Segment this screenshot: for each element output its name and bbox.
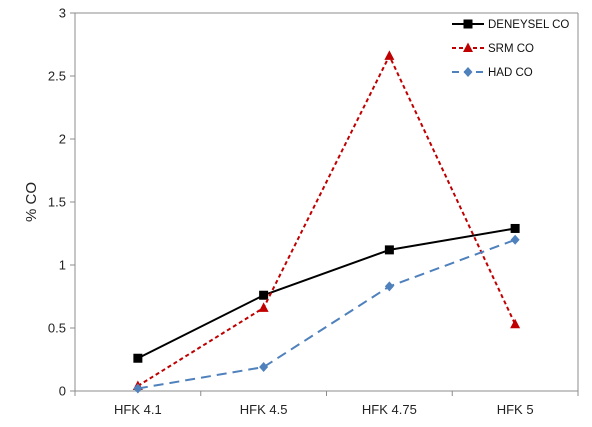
data-point [384,50,395,60]
legend-label: DENEYSEL CO [488,19,569,31]
data-point [258,302,269,312]
legend-marker [463,19,473,29]
data-point [510,223,520,233]
data-point [510,318,521,329]
x-tick-label: HFK 4.5 [240,402,288,417]
legend-label: SRM CO [488,43,534,55]
x-tick-label: HFK 5 [497,402,534,417]
legend-marker [463,67,473,77]
legend: DENEYSEL CO SRM CO HAD CO [452,19,569,79]
x-tick-label: HFK 4.1 [114,402,162,417]
series-line [137,238,516,390]
data-point [133,383,143,394]
data-point [259,362,269,373]
series-line [137,227,516,360]
series [132,50,521,394]
y-tick-label: 1 [59,258,66,273]
ticks: 0 0.5 1 1.5 2 2.5 3 HFK 4.1 HFK 4.5 HFK 4.75 HFK 5 [48,6,579,417]
legend-item: DENEYSEL CO [452,19,569,31]
y-tick-label: 1.5 [48,195,66,210]
legend-label: HAD CO [488,67,533,79]
data-point [259,290,269,300]
y-tick-label: 0 [59,384,66,399]
y-tick-label: 0.5 [48,321,66,336]
data-point [384,281,394,292]
series-3 [133,234,520,394]
data-point [384,245,394,255]
legend-item: HAD CO [452,67,533,79]
series-line [137,54,517,387]
series-2 [132,50,521,390]
y-axis-title: % CO [23,182,40,222]
y-tick-label: 3 [59,6,66,21]
x-tick-label: HFK 4.75 [362,402,417,417]
y-tick-label: 2.5 [48,69,66,84]
series-1 [133,223,520,363]
legend-item: SRM CO [452,42,534,55]
y-tick-label: 2 [59,132,66,147]
data-point [510,234,520,245]
data-point [133,353,143,363]
legend-marker [463,42,473,52]
